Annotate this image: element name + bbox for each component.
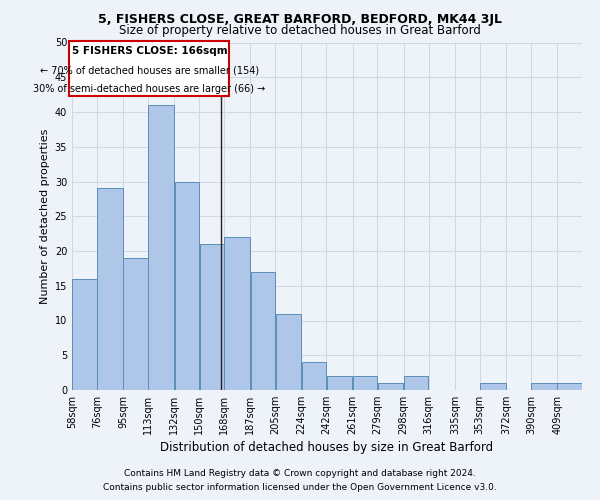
Y-axis label: Number of detached properties: Number of detached properties	[40, 128, 50, 304]
FancyBboxPatch shape	[70, 41, 229, 96]
Text: 5, FISHERS CLOSE, GREAT BARFORD, BEDFORD, MK44 3JL: 5, FISHERS CLOSE, GREAT BARFORD, BEDFORD…	[98, 12, 502, 26]
Bar	[353, 376, 377, 390]
Bar	[199, 244, 224, 390]
Bar	[302, 362, 326, 390]
Bar	[73, 279, 97, 390]
Text: Size of property relative to detached houses in Great Barford: Size of property relative to detached ho…	[119, 24, 481, 37]
Text: ← 70% of detached houses are smaller (154): ← 70% of detached houses are smaller (15…	[40, 65, 259, 75]
Bar	[124, 258, 148, 390]
Text: 5 FISHERS CLOSE: 166sqm: 5 FISHERS CLOSE: 166sqm	[71, 46, 227, 56]
Bar	[557, 383, 581, 390]
Bar	[326, 376, 352, 390]
X-axis label: Distribution of detached houses by size in Great Barford: Distribution of detached houses by size …	[160, 441, 494, 454]
Bar	[531, 383, 557, 390]
Bar	[378, 383, 403, 390]
Bar	[148, 105, 174, 390]
Bar	[480, 383, 506, 390]
Text: Contains public sector information licensed under the Open Government Licence v3: Contains public sector information licen…	[103, 484, 497, 492]
Text: 30% of semi-detached houses are larger (66) →: 30% of semi-detached houses are larger (…	[33, 84, 266, 94]
Bar	[224, 237, 250, 390]
Bar	[251, 272, 275, 390]
Text: Contains HM Land Registry data © Crown copyright and database right 2024.: Contains HM Land Registry data © Crown c…	[124, 468, 476, 477]
Bar	[175, 182, 199, 390]
Bar	[275, 314, 301, 390]
Bar	[404, 376, 428, 390]
Bar	[97, 188, 123, 390]
